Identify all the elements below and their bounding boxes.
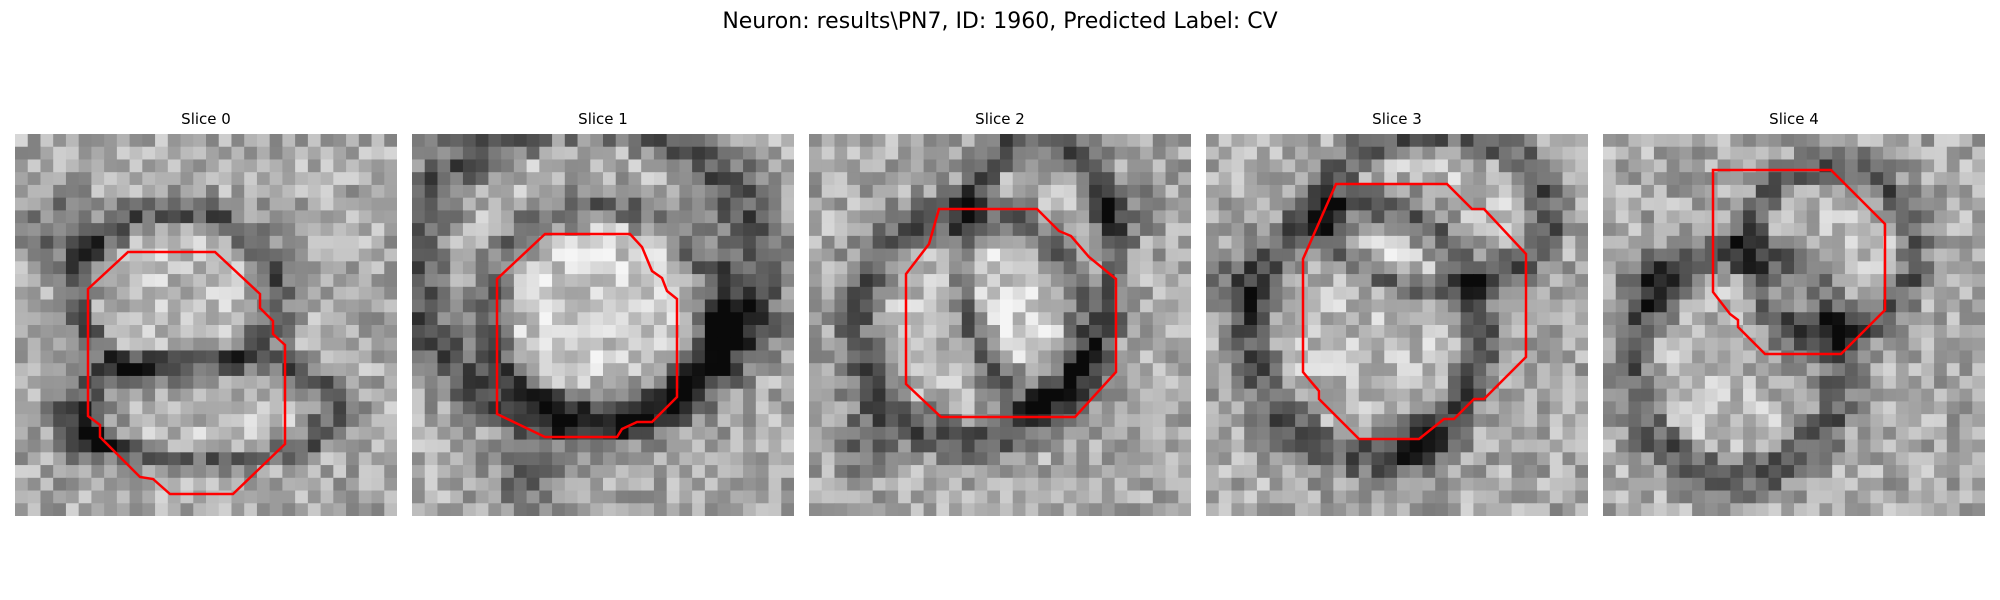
slice-3-image	[1206, 134, 1588, 516]
slice-3-panel	[1206, 134, 1588, 516]
slice-1-panel	[412, 134, 794, 516]
slice-0-title: Slice 0	[181, 110, 231, 128]
slice-1-title: Slice 1	[578, 110, 628, 128]
slice-2-title: Slice 2	[975, 110, 1025, 128]
slice-2-panel	[809, 134, 1191, 516]
slice-3-title: Slice 3	[1372, 110, 1422, 128]
slice-0-texture	[15, 134, 397, 516]
slice-2-texture	[809, 134, 1191, 516]
slice-3-contour	[1301, 182, 1528, 441]
slice-4-panel	[1603, 134, 1985, 516]
slice-4-texture	[1603, 134, 1985, 516]
slice-4-image	[1603, 134, 1985, 516]
slice-4-contour	[1711, 168, 1887, 356]
slice-1-image	[412, 134, 794, 516]
slice-0-contour	[86, 250, 287, 496]
slice-3-texture	[1206, 134, 1588, 516]
slice-4-title: Slice 4	[1769, 110, 1819, 128]
slice-2-contour	[904, 207, 1118, 419]
slice-2-image	[809, 134, 1191, 516]
slice-0-panel	[15, 134, 397, 516]
slice-1-contour	[495, 232, 679, 439]
slice-1-texture	[412, 134, 794, 516]
figure-title: Neuron: results\PN7, ID: 1960, Predicted…	[722, 9, 1278, 34]
slice-0-image	[15, 134, 397, 516]
